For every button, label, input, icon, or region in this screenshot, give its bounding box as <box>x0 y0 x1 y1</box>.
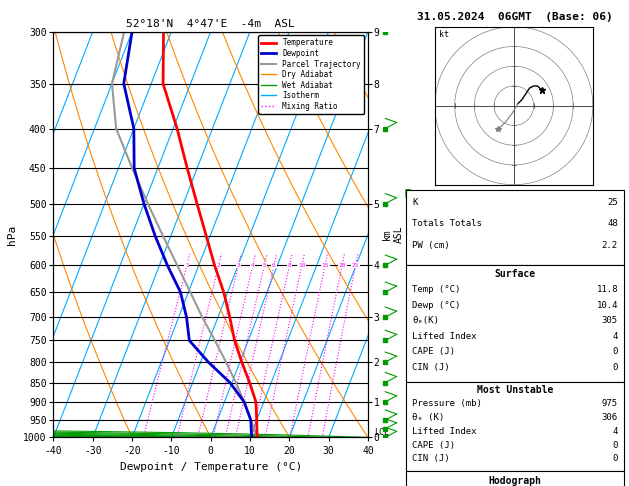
Text: Temp (°C): Temp (°C) <box>413 285 461 294</box>
Bar <box>406 265 625 382</box>
Text: 2.2: 2.2 <box>602 241 618 250</box>
Text: LCL: LCL <box>374 428 389 437</box>
Text: θₑ(K): θₑ(K) <box>413 316 439 325</box>
X-axis label: Dewpoint / Temperature (°C): Dewpoint / Temperature (°C) <box>120 462 302 472</box>
Text: 10.4: 10.4 <box>596 301 618 310</box>
Text: Dewp (°C): Dewp (°C) <box>413 301 461 310</box>
Text: 10: 10 <box>298 263 306 268</box>
Text: θₑ (K): θₑ (K) <box>413 413 445 422</box>
Y-axis label: hPa: hPa <box>8 225 18 244</box>
Text: CIN (J): CIN (J) <box>413 363 450 372</box>
Legend: Temperature, Dewpoint, Parcel Trajectory, Dry Adiabat, Wet Adiabat, Isotherm, Mi: Temperature, Dewpoint, Parcel Trajectory… <box>258 35 364 114</box>
Text: PW (cm): PW (cm) <box>413 241 450 250</box>
Text: Hodograph: Hodograph <box>489 476 542 486</box>
Text: 11.8: 11.8 <box>596 285 618 294</box>
Text: 15: 15 <box>321 263 329 268</box>
Text: 2: 2 <box>217 263 221 268</box>
Title: 52°18'N  4°47'E  -4m  ASL: 52°18'N 4°47'E -4m ASL <box>126 19 295 30</box>
Text: 48: 48 <box>607 220 618 228</box>
Text: Pressure (mb): Pressure (mb) <box>413 399 482 408</box>
Bar <box>406 471 625 486</box>
Text: 305: 305 <box>602 316 618 325</box>
Text: CAPE (J): CAPE (J) <box>413 347 455 356</box>
Text: 20: 20 <box>338 263 346 268</box>
Text: 4: 4 <box>251 263 255 268</box>
Text: CIN (J): CIN (J) <box>413 454 450 464</box>
Y-axis label: km
ASL: km ASL <box>382 226 404 243</box>
Text: 8: 8 <box>287 263 291 268</box>
Text: Most Unstable: Most Unstable <box>477 385 554 395</box>
Text: 4: 4 <box>613 427 618 436</box>
Text: 0: 0 <box>613 363 618 372</box>
Text: 25: 25 <box>352 263 359 268</box>
Text: 975: 975 <box>602 399 618 408</box>
Text: 25: 25 <box>607 198 618 207</box>
Text: 1: 1 <box>185 263 189 268</box>
Text: 306: 306 <box>602 413 618 422</box>
Text: Lifted Index: Lifted Index <box>413 332 477 341</box>
Text: 31.05.2024  06GMT  (Base: 06): 31.05.2024 06GMT (Base: 06) <box>417 12 613 22</box>
Text: 3: 3 <box>237 263 240 268</box>
Text: CAPE (J): CAPE (J) <box>413 441 455 450</box>
Text: 0: 0 <box>613 347 618 356</box>
Text: 4: 4 <box>613 332 618 341</box>
Bar <box>406 190 625 265</box>
Text: K: K <box>413 198 418 207</box>
Bar <box>406 382 625 471</box>
Text: 0: 0 <box>613 441 618 450</box>
Text: 5: 5 <box>262 263 266 268</box>
Text: kt: kt <box>439 30 449 38</box>
Text: Surface: Surface <box>494 269 536 279</box>
Text: 0: 0 <box>613 454 618 464</box>
Text: 6: 6 <box>272 263 276 268</box>
Text: Totals Totals: Totals Totals <box>413 220 482 228</box>
Text: © weatheronline.co.uk: © weatheronline.co.uk <box>463 473 567 482</box>
Text: F: F <box>404 188 411 201</box>
Text: Lifted Index: Lifted Index <box>413 427 477 436</box>
